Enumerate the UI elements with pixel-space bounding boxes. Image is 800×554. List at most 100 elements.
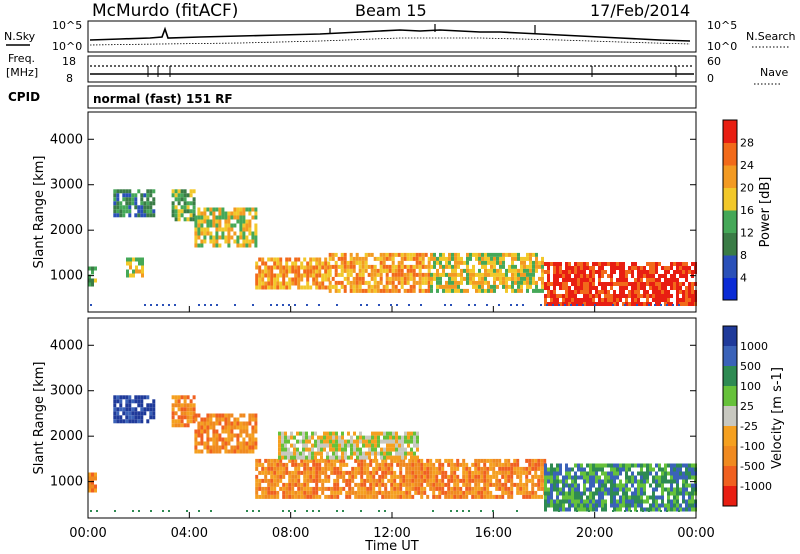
heatmap-cell bbox=[544, 463, 547, 468]
heatmap-cell bbox=[481, 288, 484, 293]
heatmap-cell bbox=[652, 270, 655, 274]
heatmap-cell bbox=[119, 395, 123, 400]
heatmap-cell bbox=[273, 474, 277, 479]
heatmap-cell bbox=[445, 284, 448, 289]
heatmap-cell bbox=[390, 304, 392, 306]
heatmap-cell bbox=[523, 268, 526, 273]
heatmap-cell bbox=[439, 276, 442, 281]
heatmap-cell bbox=[177, 217, 181, 222]
heatmap-cell bbox=[270, 474, 274, 479]
heatmap-cell bbox=[152, 213, 156, 218]
heatmap-cell bbox=[212, 425, 216, 430]
heatmap-cell bbox=[420, 470, 424, 475]
heatmap-cell bbox=[233, 425, 237, 430]
heatmap-cell bbox=[568, 290, 571, 294]
heatmap-cell bbox=[248, 227, 252, 232]
heatmap-cell bbox=[676, 503, 679, 508]
heatmap-cell bbox=[297, 482, 301, 487]
heatmap-cell bbox=[640, 467, 643, 472]
heatmap-cell bbox=[673, 507, 676, 512]
heatmap-cell bbox=[471, 474, 475, 479]
heatmap-cell bbox=[149, 213, 153, 218]
heatmap-cell bbox=[507, 486, 511, 491]
heatmap-cell bbox=[245, 441, 249, 446]
heatmap-cell bbox=[221, 207, 225, 212]
heatmap-cell bbox=[356, 435, 359, 440]
heatmap-cell bbox=[411, 486, 415, 491]
heatmap-cell bbox=[544, 262, 547, 266]
heatmap-cell bbox=[285, 490, 289, 495]
heatmap-cell bbox=[507, 470, 511, 475]
heatmap-cell bbox=[457, 272, 460, 277]
heatmap-cell bbox=[385, 272, 389, 277]
heatmap-cell bbox=[236, 433, 240, 438]
heatmap-cell bbox=[447, 494, 451, 499]
heatmap-cell bbox=[616, 262, 619, 266]
heatmap-cell bbox=[94, 488, 97, 493]
heatmap-cell bbox=[302, 439, 305, 444]
heatmap-cell bbox=[215, 235, 219, 240]
heatmap-cell bbox=[365, 435, 368, 440]
heatmap-cell bbox=[267, 277, 271, 282]
heatmap-cell bbox=[429, 466, 433, 471]
heatmap-cell bbox=[604, 471, 607, 476]
heatmap-cell bbox=[444, 458, 448, 463]
heatmap-cell bbox=[410, 451, 413, 456]
heatmap-cell bbox=[261, 277, 265, 282]
heatmap-cell bbox=[375, 466, 379, 471]
heatmap-cell bbox=[586, 278, 589, 282]
heatmap-cell bbox=[146, 395, 150, 400]
heatmap-cell bbox=[631, 270, 634, 274]
heatmap-cell bbox=[315, 257, 319, 262]
heatmap-cell bbox=[592, 294, 595, 298]
heatmap-cell bbox=[374, 451, 377, 456]
heatmap-cell bbox=[180, 197, 184, 202]
heatmap-cell bbox=[122, 419, 126, 424]
heatmap-cell bbox=[574, 282, 577, 286]
heatmap-cell bbox=[583, 294, 586, 298]
heatmap-cell bbox=[369, 478, 373, 483]
heatmap-cell bbox=[499, 272, 502, 277]
heatmap-cell bbox=[276, 466, 280, 471]
heatmap-cell bbox=[513, 470, 517, 475]
heatmap-cell bbox=[221, 413, 225, 418]
heatmap-cell bbox=[294, 490, 298, 495]
heatmap-cell bbox=[288, 304, 290, 306]
heatmap-cell bbox=[353, 451, 356, 456]
heatmap-cell bbox=[362, 443, 365, 448]
heatmap-cell bbox=[454, 284, 457, 289]
heatmap-cell bbox=[574, 499, 577, 504]
heatmap-cell bbox=[537, 478, 541, 483]
heatmap-cell bbox=[382, 268, 386, 273]
heatmap-cell bbox=[592, 491, 595, 496]
heatmap-cell bbox=[255, 273, 259, 278]
heatmap-cell bbox=[616, 499, 619, 504]
heatmap-cell bbox=[540, 474, 544, 479]
heatmap-cell bbox=[658, 479, 661, 484]
heatmap-cell bbox=[622, 302, 625, 306]
heatmap-cell bbox=[678, 510, 680, 512]
heatmap-cell bbox=[673, 262, 676, 266]
heatmap-cell bbox=[168, 304, 170, 306]
heatmap-cell bbox=[294, 269, 298, 274]
heatmap-cell bbox=[197, 413, 201, 418]
heatmap-cell bbox=[140, 419, 144, 424]
heatmap-cell bbox=[523, 280, 526, 285]
heatmap-cell bbox=[442, 252, 445, 257]
heatmap-cell bbox=[613, 467, 616, 472]
heatmap-cell bbox=[315, 462, 319, 467]
heatmap-cell bbox=[343, 264, 347, 269]
heatmap-cell bbox=[248, 231, 252, 236]
heatmap-cell bbox=[507, 490, 511, 495]
heatmap-cell bbox=[209, 219, 213, 224]
heatmap-cell bbox=[534, 490, 538, 495]
heatmap-cell bbox=[652, 503, 655, 508]
heatmap-cell bbox=[282, 273, 286, 278]
heatmap-cell bbox=[544, 294, 547, 298]
heatmap-cell bbox=[504, 474, 508, 479]
heatmap-cell bbox=[209, 211, 213, 216]
heatmap-cell bbox=[480, 510, 482, 512]
heatmap-cell bbox=[634, 298, 637, 302]
heatmap-cell bbox=[370, 272, 374, 277]
